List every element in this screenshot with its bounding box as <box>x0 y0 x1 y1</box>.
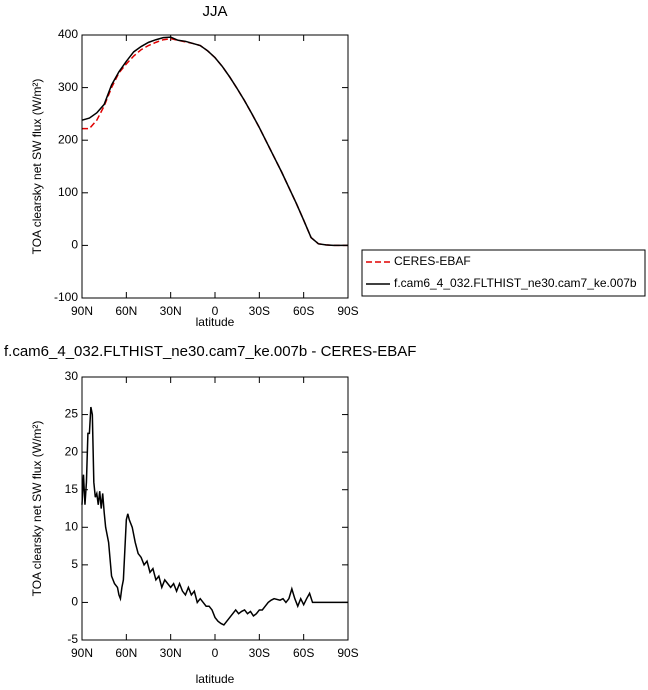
data-line <box>81 36 348 247</box>
y-tick-label: 0 <box>71 595 78 609</box>
x-tick-label: 30S <box>249 646 270 660</box>
y-tick-label: 25 <box>65 407 79 421</box>
y-tick-label: 400 <box>58 27 78 41</box>
y-tick-label: 200 <box>58 132 78 146</box>
x-tick-label: 60N <box>115 646 137 660</box>
y-tick-label: 5 <box>71 557 78 571</box>
x-tick-label: 90S <box>337 304 358 318</box>
y-tick-label: 100 <box>58 185 78 199</box>
data-line <box>82 37 348 247</box>
x-tick-label: 90N <box>71 304 93 318</box>
x-tick-label: 30N <box>160 646 182 660</box>
x-axis-label: latitude <box>196 672 235 686</box>
x-tick-label: 60S <box>293 646 314 660</box>
y-axis-label: TOA clearsky net SW flux (W/m²) <box>30 79 44 255</box>
x-tick-label: 30N <box>160 304 182 318</box>
chart-title: JJA <box>202 3 227 20</box>
y-tick-label: 0 <box>71 238 78 252</box>
data-line <box>81 406 348 626</box>
plot-frame <box>81 376 349 641</box>
x-tick-label: 90S <box>337 646 358 660</box>
y-axis-label: TOA clearsky net SW flux (W/m²) <box>30 421 44 597</box>
x-tick-label: 0 <box>212 304 219 318</box>
chart-title: f.cam6_4_032.FLTHIST_ne30.cam7_ke.007b -… <box>4 343 416 360</box>
y-tick-label: -5 <box>67 632 78 646</box>
x-tick-label: 60S <box>293 304 314 318</box>
y-tick-label: 30 <box>65 369 79 383</box>
y-tick-label: -100 <box>54 290 78 304</box>
x-tick-label: 30S <box>249 304 270 318</box>
x-tick-label: 90N <box>71 646 93 660</box>
y-tick-label: 20 <box>65 444 79 458</box>
y-tick-label: 10 <box>65 519 79 533</box>
legend-label: CERES-EBAF <box>394 254 471 268</box>
x-tick-label: 0 <box>212 646 219 660</box>
legend-box <box>361 249 646 297</box>
x-axis-label: latitude <box>196 315 235 329</box>
x-tick-label: 60N <box>115 304 137 318</box>
plot-frame <box>81 34 349 299</box>
y-tick-label: 15 <box>65 482 79 496</box>
y-tick-label: 300 <box>58 80 78 94</box>
legend-label: f.cam6_4_032.FLTHIST_ne30.cam7_ke.007b <box>394 276 637 290</box>
